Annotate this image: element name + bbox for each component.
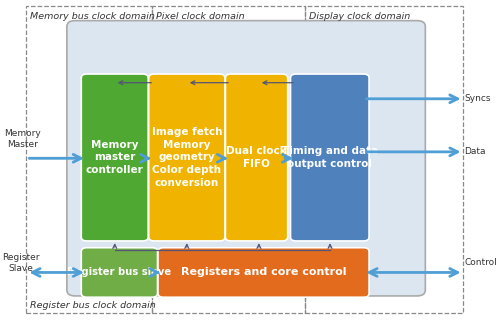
Text: Register bus slave: Register bus slave — [68, 267, 172, 277]
Text: Memory bus clock domain: Memory bus clock domain — [30, 12, 155, 21]
Text: Image fetch
Memory
geometry
Color depth
conversion: Image fetch Memory geometry Color depth … — [152, 127, 222, 188]
Text: Memory
Master: Memory Master — [4, 129, 41, 149]
Text: Register bus clock domain: Register bus clock domain — [30, 301, 156, 310]
Text: Display clock domain: Display clock domain — [309, 12, 410, 21]
FancyBboxPatch shape — [82, 248, 158, 297]
Text: Timing and data
output control: Timing and data output control — [282, 146, 378, 169]
Text: Data: Data — [464, 147, 486, 156]
FancyBboxPatch shape — [67, 21, 426, 296]
FancyBboxPatch shape — [148, 74, 225, 241]
Text: Control: Control — [464, 258, 497, 267]
FancyBboxPatch shape — [226, 74, 288, 241]
Text: Registers and core control: Registers and core control — [181, 267, 346, 277]
Text: Syncs: Syncs — [464, 94, 491, 103]
FancyBboxPatch shape — [290, 74, 369, 241]
Text: Register
Slave: Register Slave — [2, 253, 40, 273]
Text: Memory
master
controller: Memory master controller — [86, 140, 144, 175]
FancyBboxPatch shape — [82, 74, 148, 241]
Text: Pixel clock domain: Pixel clock domain — [156, 12, 244, 21]
Text: Dual clock
FIFO: Dual clock FIFO — [226, 146, 287, 169]
FancyBboxPatch shape — [158, 248, 369, 297]
